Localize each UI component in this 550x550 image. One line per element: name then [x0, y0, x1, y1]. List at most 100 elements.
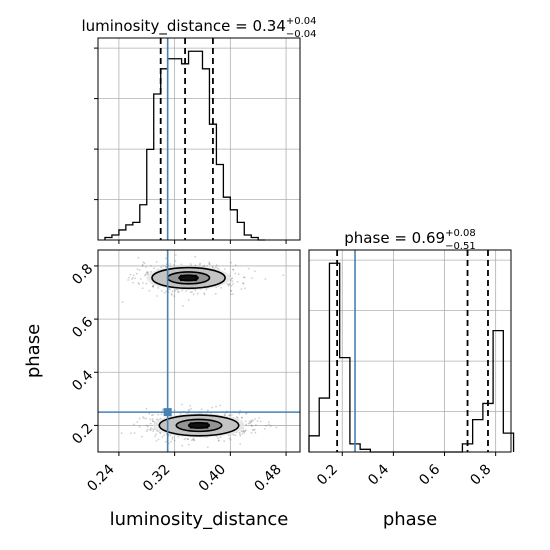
scatter-point	[214, 266, 217, 269]
scatter-point	[152, 285, 154, 288]
density-peak	[189, 422, 209, 429]
scatter-point	[159, 432, 162, 434]
scatter-point	[155, 440, 158, 442]
scatter-point	[189, 404, 192, 407]
scatter-point	[282, 274, 285, 277]
scatter-point	[149, 422, 152, 425]
scatter-point	[137, 282, 140, 284]
scatter-point	[254, 270, 256, 273]
scatter-point	[230, 414, 233, 416]
scatter-point	[264, 278, 267, 280]
y-tick-label-phase: 0.6	[69, 314, 96, 341]
scatter-point	[192, 438, 195, 441]
scatter-point	[152, 286, 155, 288]
scatter-point	[187, 443, 190, 446]
scatter-point	[245, 423, 248, 426]
scatter-point	[208, 261, 210, 264]
x-axis-label-luminosity_distance: luminosity_distance	[110, 509, 289, 530]
panel-hist-phase: 0.2 0.4 0.6 0.8 phase = 0.69+0.08 −0.51	[308, 228, 515, 489]
scatter-point	[146, 273, 148, 276]
y-tick-label-phase: 0.4	[69, 367, 96, 394]
scatter-point	[185, 290, 188, 292]
scatter-point	[138, 269, 141, 271]
scatter-point	[152, 414, 155, 416]
scatter-point	[157, 413, 160, 416]
scatter-point	[193, 439, 196, 441]
scatter-point	[145, 282, 148, 285]
scatter-point	[150, 265, 152, 267]
scatter-point	[137, 256, 140, 259]
scatter-point	[194, 264, 197, 267]
scatter-point	[162, 408, 165, 411]
scatter-point	[155, 261, 158, 263]
scatter-point	[255, 424, 257, 426]
scatter-point	[157, 438, 160, 441]
scatter-point	[214, 292, 217, 295]
scatter-point	[223, 413, 226, 416]
scatter-point	[155, 418, 158, 421]
scatter-point	[232, 283, 234, 285]
contour-0	[187, 421, 211, 429]
x-tick-label-luminosity_distance: 0.40	[196, 462, 229, 495]
scatter-point	[174, 260, 177, 262]
scatter-point	[149, 429, 152, 432]
scatter-point	[154, 435, 157, 438]
scatter-point	[160, 266, 162, 269]
scatter-point	[208, 263, 211, 266]
scatter-point	[152, 428, 155, 431]
histogram-step-luminosity_distance	[104, 50, 266, 241]
scatter-point	[227, 434, 230, 437]
y-tick-label-phase: 0.2	[69, 420, 96, 447]
scatter-point	[160, 289, 163, 292]
scatter-point	[121, 301, 124, 303]
title-plus: +0.04	[286, 16, 317, 27]
scatter-point	[148, 289, 151, 292]
scatter-point	[264, 428, 266, 430]
scatter-point	[250, 421, 252, 424]
scatter-point	[228, 283, 231, 285]
scatter-point	[145, 417, 148, 420]
scatter-point	[161, 409, 164, 412]
scatter-point	[145, 407, 148, 410]
scatter-point	[211, 266, 214, 269]
scatter-point	[236, 416, 239, 419]
scatter-point	[256, 420, 259, 422]
scatter-point	[220, 286, 223, 289]
scatter-point	[216, 267, 219, 269]
scatter-point	[170, 294, 173, 296]
scatter-point	[134, 277, 137, 280]
scatter-point	[131, 278, 133, 280]
scatter-point	[145, 266, 147, 268]
scatter-point	[187, 299, 190, 301]
panel-title-luminosity_distance: luminosity_distance = 0.34+0.04 −0.04	[81, 16, 316, 40]
scatter-point	[141, 263, 144, 266]
y-tick-label-phase: 0.8	[69, 261, 96, 288]
contour-1	[175, 418, 223, 433]
scatter-point	[144, 273, 147, 276]
title-main: phase = 0.69	[344, 229, 445, 247]
scatter-point	[151, 414, 153, 416]
scatter-point	[219, 436, 222, 439]
scatter-point	[163, 291, 166, 294]
scatter-point	[198, 263, 201, 266]
scatter-point	[252, 419, 255, 422]
scatter-point	[238, 431, 241, 434]
scatter-point	[155, 433, 158, 436]
scatter-point	[194, 255, 197, 258]
scatter-point	[161, 435, 164, 438]
scatter-point	[132, 274, 135, 277]
scatter-point	[243, 276, 245, 278]
scatter-point	[168, 442, 170, 445]
scatter-point	[156, 295, 158, 297]
scatter-point	[223, 440, 226, 442]
scatter-point	[163, 434, 166, 436]
panel-hist-luminosity_distance: luminosity_distance = 0.34+0.04 −0.04	[81, 16, 317, 244]
scatter-point	[244, 420, 247, 423]
scatter-point	[231, 293, 234, 295]
scatter-point	[239, 433, 241, 436]
scatter-point	[241, 416, 243, 419]
scatter-point	[169, 263, 172, 265]
scatter-point	[234, 272, 237, 275]
scatter-point	[229, 289, 232, 292]
scatter-point	[138, 425, 141, 428]
